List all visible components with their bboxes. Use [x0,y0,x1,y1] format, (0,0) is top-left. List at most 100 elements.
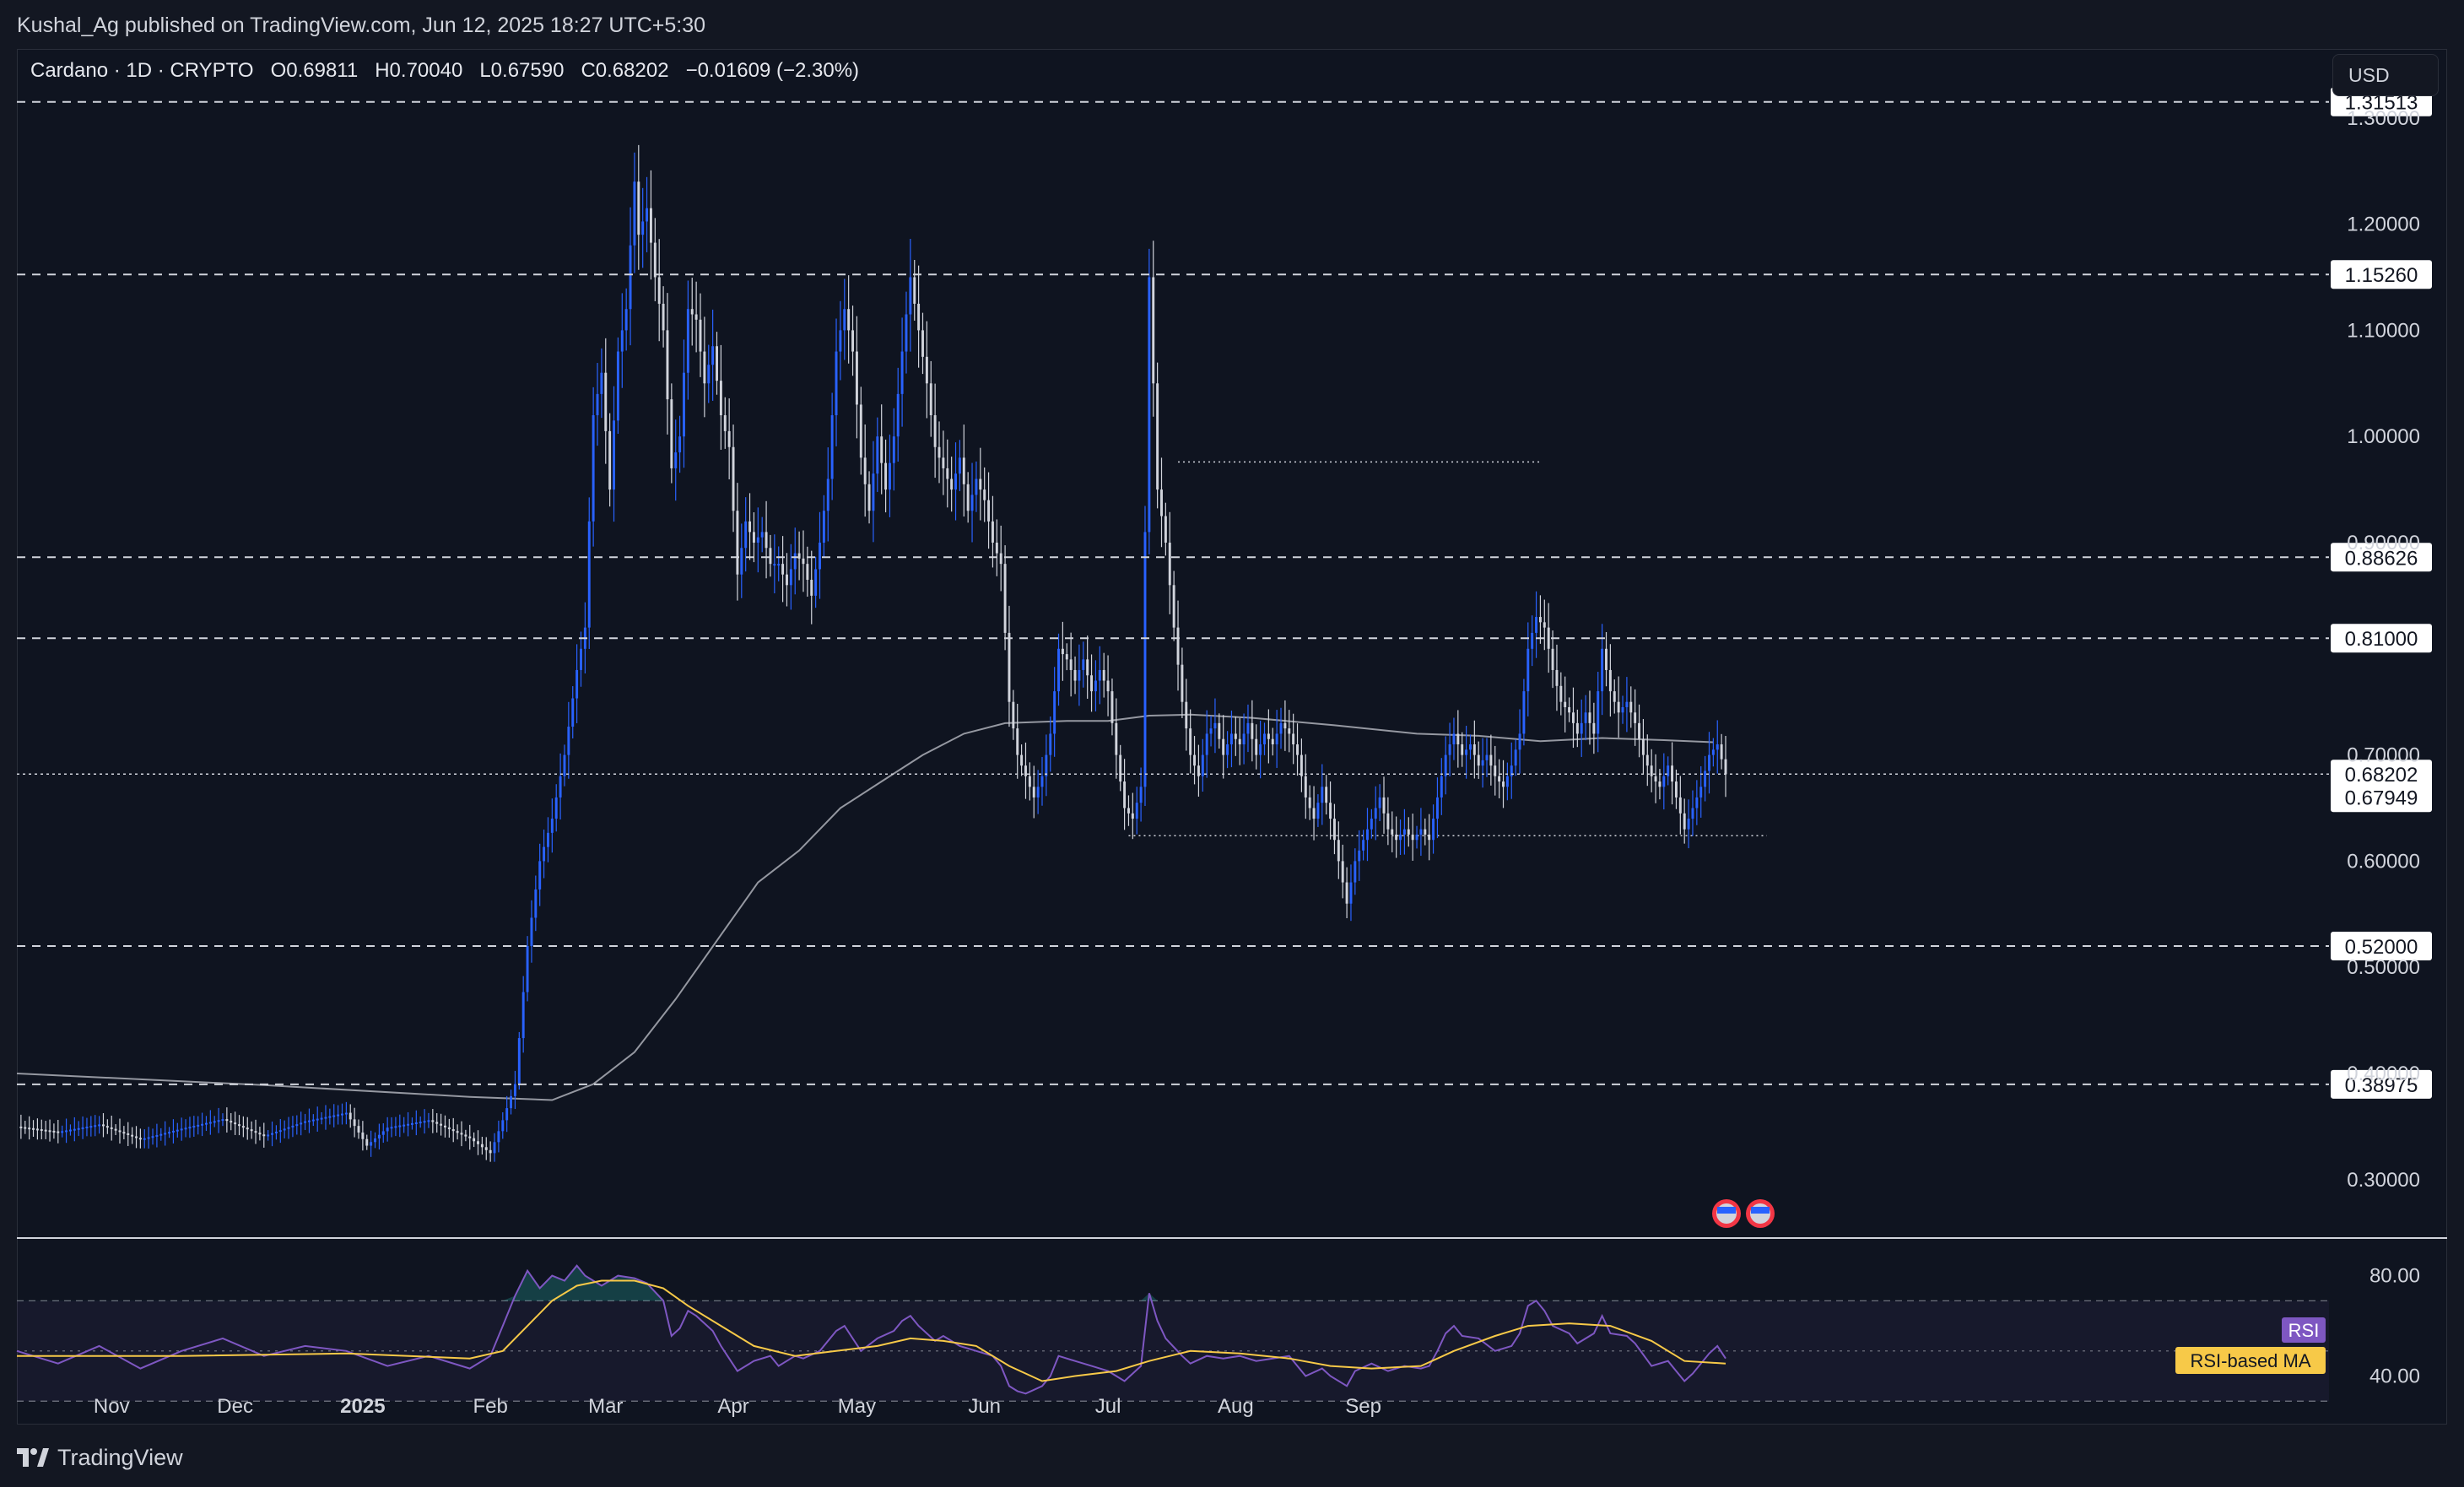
candle[interactable] [822,495,825,558]
candle[interactable] [641,187,645,268]
candle[interactable] [19,1114,23,1139]
candle[interactable] [1472,720,1476,779]
candle[interactable] [633,152,636,273]
candle[interactable] [102,1113,105,1138]
candle[interactable] [24,1121,27,1134]
candle[interactable] [1564,676,1567,733]
candle[interactable] [61,1125,64,1138]
candle[interactable] [431,1109,435,1133]
candle[interactable] [127,1122,130,1146]
candle[interactable] [1209,716,1213,747]
candle[interactable] [571,686,575,738]
candle[interactable] [1399,819,1402,856]
candle[interactable] [1040,757,1044,806]
candle[interactable] [1617,676,1620,738]
candle[interactable] [1003,545,1007,651]
candle[interactable] [905,291,908,374]
candle[interactable] [1135,787,1138,835]
candle[interactable] [1547,603,1550,673]
candle[interactable] [1127,795,1130,826]
candle[interactable] [361,1121,365,1151]
candle[interactable] [1078,644,1081,706]
candle[interactable] [1489,734,1493,786]
candle[interactable] [1106,655,1110,716]
candle[interactable] [440,1113,443,1136]
candle[interactable] [666,293,669,435]
candle[interactable] [1152,241,1155,417]
candle[interactable] [1575,709,1579,748]
candle[interactable] [311,1114,315,1127]
candle[interactable] [1304,754,1307,819]
candle[interactable] [1061,621,1064,681]
candle[interactable] [246,1117,249,1140]
candle[interactable] [1514,739,1517,776]
candle[interactable] [77,1121,80,1137]
candle[interactable] [554,784,558,832]
candle[interactable] [1016,703,1019,779]
tradingview-logo[interactable]: TradingView [17,1445,183,1471]
candle[interactable] [65,1118,68,1144]
candle[interactable] [456,1124,459,1140]
candle[interactable] [1711,738,1715,767]
candle[interactable] [1308,785,1311,820]
candle[interactable] [793,527,797,595]
candle[interactable] [262,1122,266,1148]
candle[interactable] [1382,776,1386,834]
candle[interactable] [295,1115,299,1135]
candle[interactable] [390,1117,393,1138]
candle[interactable] [304,1113,307,1131]
candle[interactable] [197,1116,200,1135]
candle[interactable] [1316,794,1320,827]
candle[interactable] [1288,710,1291,753]
candle[interactable] [1448,722,1451,776]
candle[interactable] [896,367,900,462]
candle[interactable] [686,280,689,400]
candle[interactable] [241,1116,245,1138]
candle[interactable] [1415,825,1418,849]
candle[interactable] [517,1031,521,1090]
candle[interactable] [44,1121,47,1139]
candle[interactable] [707,344,711,403]
candle[interactable] [786,553,788,607]
candle[interactable] [447,1118,451,1138]
candle[interactable] [613,386,615,522]
candle[interactable] [966,472,970,523]
candle[interactable] [624,288,628,351]
candle[interactable] [176,1122,179,1138]
candle[interactable] [151,1128,154,1145]
candle[interactable] [40,1119,43,1140]
candle[interactable] [970,462,974,543]
candle[interactable] [510,1090,513,1115]
candle[interactable] [1571,687,1575,749]
candle[interactable] [188,1117,192,1138]
candle[interactable] [1168,511,1171,614]
candle[interactable] [1592,702,1596,754]
candle[interactable] [1671,742,1674,805]
candle[interactable] [892,408,895,491]
candle[interactable] [1110,679,1114,736]
candle[interactable] [1494,745,1497,796]
candle[interactable] [526,936,529,1002]
candle[interactable] [1402,808,1406,855]
candle[interactable] [1522,679,1526,746]
candle[interactable] [674,419,678,501]
candle[interactable] [278,1118,282,1144]
candle[interactable] [694,281,698,353]
candle[interactable] [1131,792,1134,840]
candle[interactable] [847,275,851,364]
candle[interactable] [830,392,834,500]
candle[interactable] [28,1116,31,1140]
candle[interactable] [1246,704,1250,753]
candle[interactable] [307,1108,311,1133]
candle[interactable] [1008,605,1011,727]
candle[interactable] [1477,741,1480,779]
candle[interactable] [991,495,994,568]
candle[interactable] [596,363,599,446]
candle[interactable] [484,1137,488,1160]
candle[interactable] [954,442,957,521]
candle[interactable] [1601,624,1604,716]
candle[interactable] [349,1104,352,1128]
candle[interactable] [159,1127,163,1141]
candle[interactable] [987,472,991,549]
